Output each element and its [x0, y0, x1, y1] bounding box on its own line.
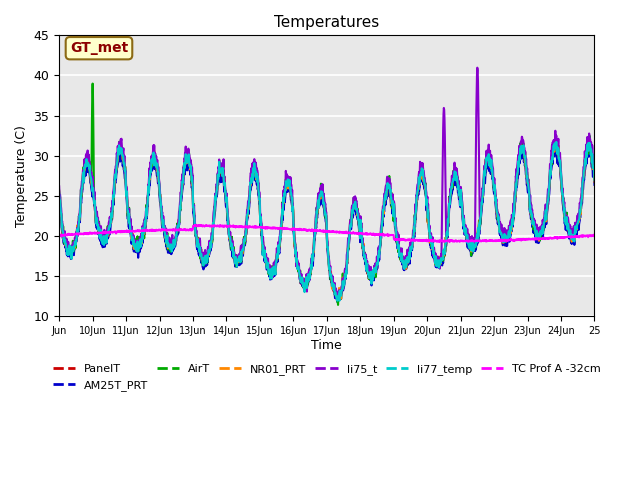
AM25T_PRT: [329, 285, 337, 290]
NR01_PRT: [65, 248, 73, 254]
NR01_PRT: [557, 169, 564, 175]
li77_temp: [329, 283, 337, 288]
NR01_PRT: [329, 282, 337, 288]
li75_t: [298, 272, 305, 278]
li77_temp: [591, 178, 598, 183]
AirT: [89, 81, 97, 86]
PanelT: [298, 276, 305, 282]
li77_temp: [552, 139, 560, 145]
NR01_PRT: [55, 189, 63, 194]
li77_temp: [424, 216, 432, 221]
AM25T_PRT: [591, 182, 598, 188]
PanelT: [55, 192, 63, 198]
AirT: [65, 250, 73, 256]
PanelT: [65, 252, 73, 258]
NR01_PRT: [298, 275, 305, 281]
TC Prof A -32cm: [424, 237, 432, 243]
li75_t: [591, 166, 598, 171]
Y-axis label: Temperature (C): Temperature (C): [15, 125, 28, 227]
NR01_PRT: [591, 179, 598, 185]
PanelT: [557, 171, 564, 177]
AM25T_PRT: [584, 146, 592, 152]
Line: PanelT: PanelT: [59, 144, 595, 301]
NR01_PRT: [552, 137, 559, 143]
li75_t: [474, 65, 481, 71]
Title: Temperatures: Temperatures: [274, 15, 380, 30]
TC Prof A -32cm: [55, 233, 63, 239]
li75_t: [329, 283, 337, 289]
Line: AirT: AirT: [59, 84, 595, 305]
TC Prof A -32cm: [298, 227, 305, 232]
li77_temp: [65, 251, 73, 257]
li77_temp: [557, 169, 564, 175]
AirT: [330, 282, 337, 288]
li75_t: [65, 248, 73, 254]
PanelT: [552, 141, 559, 146]
Line: NR01_PRT: NR01_PRT: [59, 140, 595, 300]
li77_temp: [335, 298, 343, 304]
li75_t: [151, 151, 159, 156]
li75_t: [55, 183, 63, 189]
X-axis label: Time: Time: [312, 339, 342, 352]
li77_temp: [298, 275, 305, 281]
AirT: [152, 151, 159, 157]
AirT: [55, 188, 63, 193]
NR01_PRT: [333, 297, 341, 302]
AirT: [591, 173, 598, 179]
PanelT: [151, 158, 159, 164]
Line: AM25T_PRT: AM25T_PRT: [59, 149, 595, 302]
NR01_PRT: [151, 156, 159, 162]
TC Prof A -32cm: [330, 229, 337, 235]
AM25T_PRT: [557, 170, 564, 176]
AM25T_PRT: [333, 299, 341, 305]
AM25T_PRT: [151, 164, 159, 170]
TC Prof A -32cm: [151, 228, 159, 233]
AirT: [557, 167, 564, 172]
NR01_PRT: [424, 215, 432, 221]
PanelT: [424, 219, 432, 225]
li77_temp: [55, 190, 63, 196]
PanelT: [333, 298, 341, 304]
AirT: [334, 302, 342, 308]
Line: TC Prof A -32cm: TC Prof A -32cm: [59, 225, 595, 242]
Line: li77_temp: li77_temp: [59, 142, 595, 301]
li75_t: [333, 297, 341, 303]
Text: GT_met: GT_met: [70, 41, 128, 55]
TC Prof A -32cm: [591, 232, 598, 238]
AirT: [425, 220, 433, 226]
PanelT: [591, 179, 598, 185]
li77_temp: [151, 156, 159, 162]
TC Prof A -32cm: [202, 222, 210, 228]
AirT: [298, 277, 305, 283]
AM25T_PRT: [424, 220, 432, 226]
li75_t: [557, 166, 564, 171]
PanelT: [329, 285, 337, 290]
TC Prof A -32cm: [557, 234, 564, 240]
AM25T_PRT: [65, 252, 73, 258]
Line: li75_t: li75_t: [59, 68, 595, 300]
TC Prof A -32cm: [445, 239, 453, 245]
Legend: PanelT, AM25T_PRT, AirT, NR01_PRT, li75_t, li77_temp, TC Prof A -32cm: PanelT, AM25T_PRT, AirT, NR01_PRT, li75_…: [49, 360, 605, 395]
TC Prof A -32cm: [65, 231, 73, 237]
AM25T_PRT: [298, 275, 305, 280]
li75_t: [424, 212, 432, 218]
AM25T_PRT: [55, 196, 63, 202]
